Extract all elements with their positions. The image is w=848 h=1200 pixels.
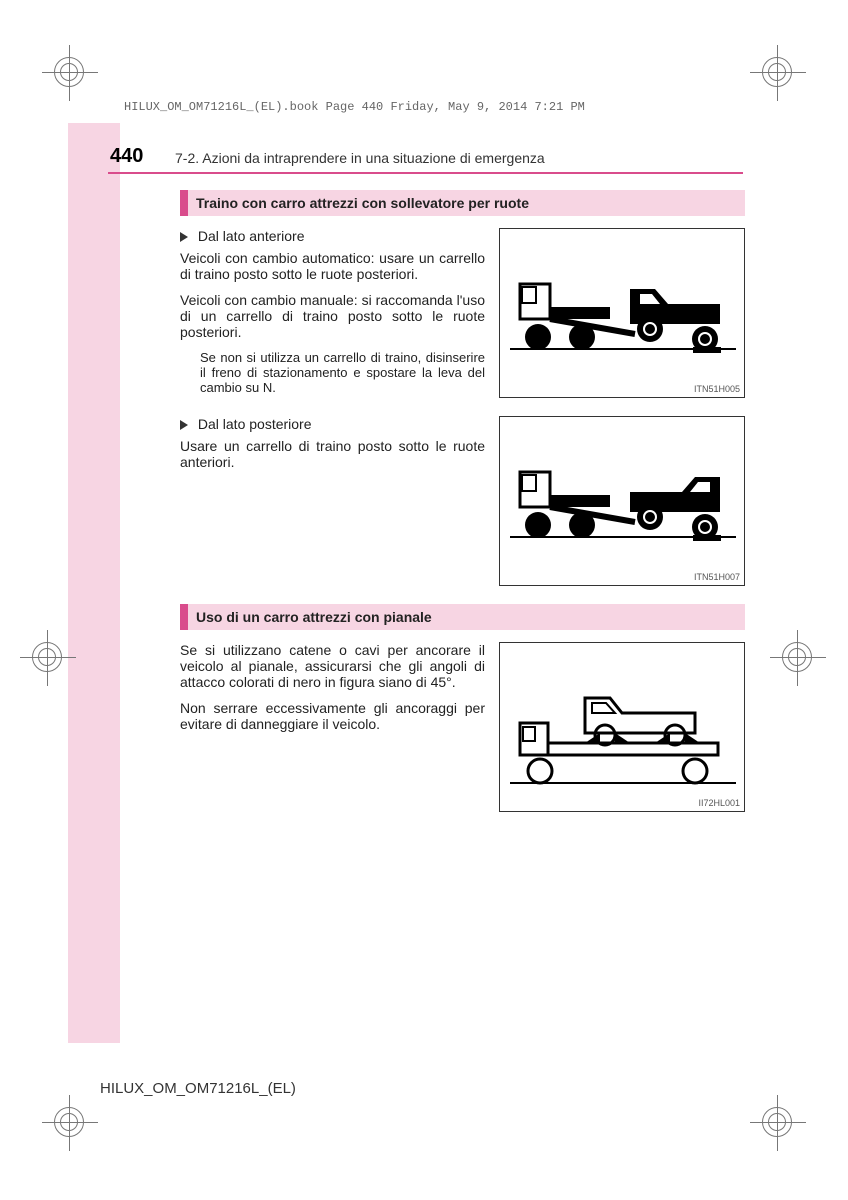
text-rear: Dal lato posteriore Usare un carrello di… <box>180 416 485 586</box>
page-number: 440 <box>110 145 143 168</box>
para-front-manual: Veicoli con cambio manuale: si raccomand… <box>180 292 485 340</box>
bullet-front-label: Dal lato anteriore <box>198 228 305 244</box>
block-rear: Dal lato posteriore Usare un carrello di… <box>180 416 745 586</box>
footer-doc-id: HILUX_OM_OM71216L_(EL) <box>100 1080 296 1097</box>
registration-mark-icon <box>750 1095 806 1151</box>
figure-caption: ITN51H007 <box>694 572 740 582</box>
bullet-rear: Dal lato posteriore <box>180 416 485 432</box>
block-flatbed: Se si utilizzano catene o cavi per ancor… <box>180 642 745 812</box>
section-title-flatbed-label: Uso di un carro attrezzi con pianale <box>196 609 432 625</box>
registration-mark-icon <box>750 45 806 101</box>
page-content: Traino con carro attrezzi con sollevator… <box>170 190 745 830</box>
side-thumb-tab <box>68 123 120 1043</box>
registration-mark-icon <box>770 630 826 686</box>
section-title-towing-label: Traino con carro attrezzi con sollevator… <box>196 195 529 211</box>
note-front: Se non si utilizza un carrello di traino… <box>200 350 485 395</box>
figure-caption: II72HL001 <box>698 798 740 808</box>
para-flatbed-2: Non serrare eccessivamente gli ancoraggi… <box>180 700 485 732</box>
block-front: Dal lato anteriore Veicoli con cambio au… <box>180 228 745 398</box>
chapter-heading: 7-2. Azioni da intraprendere in una situ… <box>175 150 545 166</box>
text-flatbed: Se si utilizzano catene o cavi per ancor… <box>180 642 485 812</box>
flatbed-illustration <box>500 643 746 813</box>
para-front-auto: Veicoli con cambio automatico: usare un … <box>180 250 485 282</box>
section-title-flatbed: Uso di un carro attrezzi con pianale <box>180 604 745 630</box>
para-flatbed-1: Se si utilizzano catene o cavi per ancor… <box>180 642 485 690</box>
figure-flatbed: II72HL001 <box>499 642 745 812</box>
figure-front-towing: ITN51H005 <box>499 228 745 398</box>
towing-front-illustration <box>500 229 746 399</box>
figure-rear-towing: ITN51H007 <box>499 416 745 586</box>
triangle-bullet-icon <box>180 420 188 430</box>
registration-mark-icon <box>42 1095 98 1151</box>
registration-mark-icon <box>20 630 76 686</box>
triangle-bullet-icon <box>180 232 188 242</box>
bullet-front: Dal lato anteriore <box>180 228 485 244</box>
towing-rear-illustration <box>500 417 746 587</box>
registration-mark-icon <box>42 45 98 101</box>
figure-caption: ITN51H005 <box>694 384 740 394</box>
para-rear: Usare un carrello di traino posto sotto … <box>180 438 485 470</box>
section-title-towing: Traino con carro attrezzi con sollevator… <box>180 190 745 216</box>
header-rule <box>108 172 743 174</box>
bullet-rear-label: Dal lato posteriore <box>198 416 312 432</box>
book-stamp: HILUX_OM_OM71216L_(EL).book Page 440 Fri… <box>124 100 585 114</box>
text-front: Dal lato anteriore Veicoli con cambio au… <box>180 228 485 398</box>
